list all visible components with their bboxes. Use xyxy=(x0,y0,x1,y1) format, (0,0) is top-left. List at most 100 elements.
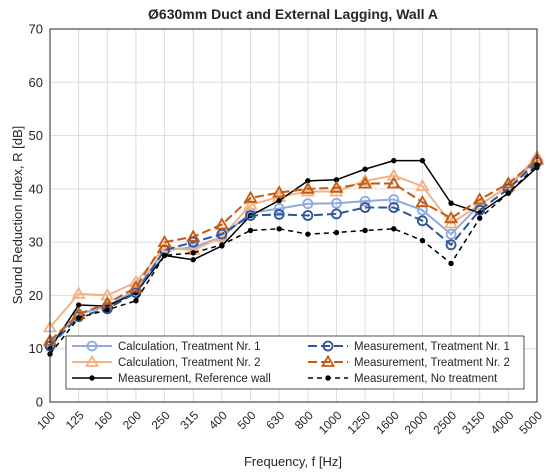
data-point xyxy=(417,215,428,227)
x-tick-label: 160 xyxy=(91,408,115,432)
y-tick-label: 20 xyxy=(29,288,43,303)
x-tick-label: 3150 xyxy=(459,408,488,437)
legend-item: Measurement, No treatment xyxy=(308,373,498,385)
data-point xyxy=(219,242,225,248)
data-point xyxy=(161,252,168,259)
x-tick-label: 400 xyxy=(206,408,230,432)
x-axis-label: Frequency, f [Hz] xyxy=(244,454,342,469)
data-point xyxy=(474,204,486,216)
legend-label: Calculation, Treatment Nr. 2 xyxy=(118,357,261,369)
legend-marker xyxy=(89,375,95,381)
data-point xyxy=(243,190,258,203)
data-point xyxy=(273,203,285,214)
data-point xyxy=(190,257,196,263)
data-point xyxy=(505,190,512,196)
data-point xyxy=(214,229,229,242)
legend-marker xyxy=(325,375,331,381)
y-tick-label: 30 xyxy=(29,235,43,250)
legend-label: Measurement, Treatment Nr. 2 xyxy=(354,357,510,369)
data-point xyxy=(130,287,142,299)
data-point xyxy=(445,239,457,251)
legend-marker xyxy=(322,340,334,352)
data-point xyxy=(305,231,311,237)
x-tick-label: 2500 xyxy=(430,408,459,437)
data-point xyxy=(362,227,368,234)
x-tick-label: 1600 xyxy=(373,408,402,437)
data-point xyxy=(358,176,373,189)
data-point xyxy=(75,315,82,321)
legend: Calculation, Treatment Nr. 1 Measurement,… xyxy=(65,335,525,390)
legend-marker xyxy=(86,340,98,352)
data-point xyxy=(276,226,282,232)
y-tick-label: 40 xyxy=(29,181,43,196)
data-point xyxy=(272,185,287,198)
plot-frame xyxy=(49,28,538,403)
data-point xyxy=(501,176,516,189)
data-point xyxy=(391,157,397,164)
data-point xyxy=(243,197,258,210)
data-point xyxy=(190,250,196,256)
legend-label: Calculation, Treatment Nr. 1 xyxy=(118,341,261,353)
legend-marker xyxy=(84,354,100,367)
data-point xyxy=(448,260,454,267)
data-point xyxy=(386,176,401,189)
chart-title: Ø630mm Duct and External Lagging, Wall A xyxy=(148,6,438,22)
x-tick-label: 125 xyxy=(63,408,87,432)
x-tick-label: 315 xyxy=(177,408,201,432)
series-6 xyxy=(47,162,540,357)
y-tick-label: 10 xyxy=(29,341,43,356)
data-point xyxy=(448,200,454,206)
data-point xyxy=(388,194,400,205)
legend-label: Measurement, No treatment xyxy=(354,373,498,385)
data-point xyxy=(359,195,371,207)
x-tick-label: 1000 xyxy=(316,408,345,437)
legend-marker xyxy=(320,354,336,367)
data-point xyxy=(419,157,426,164)
x-tick-label: 2000 xyxy=(402,408,431,437)
data-point xyxy=(75,302,82,308)
legend-item: Measurement, Reference wall xyxy=(72,373,271,385)
data-point xyxy=(391,226,397,232)
data-point xyxy=(415,194,430,208)
x-tick-label: 630 xyxy=(263,408,287,432)
data-point xyxy=(329,180,344,193)
data-point xyxy=(276,197,282,204)
legend-item: Measurement, Treatment Nr. 1 xyxy=(308,340,510,353)
data-point xyxy=(186,229,201,242)
legend-item: Measurement, Treatment Nr. 2 xyxy=(308,354,510,369)
data-point xyxy=(445,228,457,240)
data-point xyxy=(302,210,314,221)
y-axis-label: Sound Reduction Index, R [dB] xyxy=(10,126,25,305)
data-point xyxy=(333,229,340,236)
data-point xyxy=(247,227,254,234)
y-tick-label: 70 xyxy=(29,22,43,37)
data-point xyxy=(419,237,426,244)
data-point xyxy=(362,166,368,172)
data-point xyxy=(133,298,139,304)
data-point xyxy=(331,208,342,220)
legend-label: Measurement, Treatment Nr. 1 xyxy=(354,341,510,353)
y-tick-label: 60 xyxy=(29,75,43,90)
x-tick-label: 200 xyxy=(120,408,144,432)
legend-box xyxy=(65,335,525,390)
legend-item: Calculation, Treatment Nr. 2 xyxy=(72,354,261,369)
data-point xyxy=(388,202,400,213)
data-point xyxy=(415,178,430,192)
data-point xyxy=(302,198,314,210)
data-point xyxy=(71,286,86,299)
legend-label: Measurement, Reference wall xyxy=(118,373,271,385)
data-point xyxy=(477,215,483,221)
data-point xyxy=(104,307,110,313)
data-point xyxy=(157,234,172,248)
data-point xyxy=(358,173,373,186)
x-tick-label: 500 xyxy=(235,408,259,432)
data-point xyxy=(300,181,315,194)
data-point xyxy=(331,197,342,209)
y-tick-label: 0 xyxy=(36,395,43,410)
data-point xyxy=(216,228,228,240)
x-tick-label: 800 xyxy=(292,408,316,432)
data-point xyxy=(128,280,144,293)
data-point xyxy=(214,217,229,230)
x-tick-label: 100 xyxy=(34,408,58,432)
data-point xyxy=(273,209,285,220)
